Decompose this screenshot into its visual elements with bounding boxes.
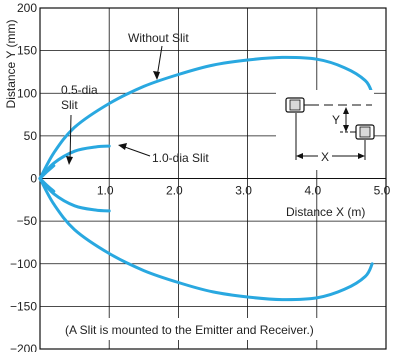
arrow-10-slit [121,145,151,157]
y-tick-label: 150 [17,44,37,58]
series-without-slit-upper [38,55,374,180]
emitter-icon [285,97,310,113]
inset-x-label: X [321,150,329,164]
arrowhead-10-slit [118,143,127,150]
x-axis-label: Distance X (m) [286,205,365,219]
inset-y-arrow-down [343,125,349,132]
tick-labels: −200 −150 −100 −50 0 50 100 150 200 1.0 2.0 3.0 4.0 5… [10,1,391,352]
y-tick-label: 200 [17,1,37,15]
inset-y-arrow-up [343,107,349,114]
y-tick-label: −150 [10,299,37,313]
x-tick-label: 4.0 [304,184,321,198]
note-text: (A Slit is mounted to the Emitter and Re… [65,323,314,337]
series-group [38,55,374,302]
y-tick-label: 100 [17,86,37,100]
inset-y-label: Y [332,113,340,127]
receiver-icon [350,124,375,140]
x-tick-label: 5.0 [374,184,391,198]
y-tick-label: −200 [10,342,37,352]
series-1-0-dia-slit-lower [38,177,111,213]
y-tick-label: 0 [30,172,37,186]
y-tick-label: −50 [17,214,38,228]
y-axis-label: Distance Y (mm) [4,20,18,109]
series-1-0-dia-slit-upper [38,144,111,180]
grid [40,7,387,350]
note-box [58,318,370,340]
x-tick-label: 3.0 [235,184,252,198]
inset-x-arrow-right [358,153,365,159]
series-without-slit-lower [38,177,374,302]
x-tick-label: 2.0 [166,184,183,198]
y-tick-label: −100 [10,257,37,271]
arrow-05-slit [69,114,72,162]
annotation-05-slit-line2: Slit [61,98,78,112]
inset-x-arrow-left [296,153,303,159]
annotation-05-slit-line1: 0.5-dia [61,83,98,97]
arrowhead-without-slit [153,71,160,80]
annotation-without-slit: Without Slit [128,31,189,45]
annotation-10-slit: 1.0-dia Slit [152,151,209,165]
x-tick-label: 1.0 [97,184,114,198]
inset-diagram: Y X [276,90,375,170]
arrowhead-05-slit [66,156,73,165]
y-tick-label: 50 [24,129,38,143]
